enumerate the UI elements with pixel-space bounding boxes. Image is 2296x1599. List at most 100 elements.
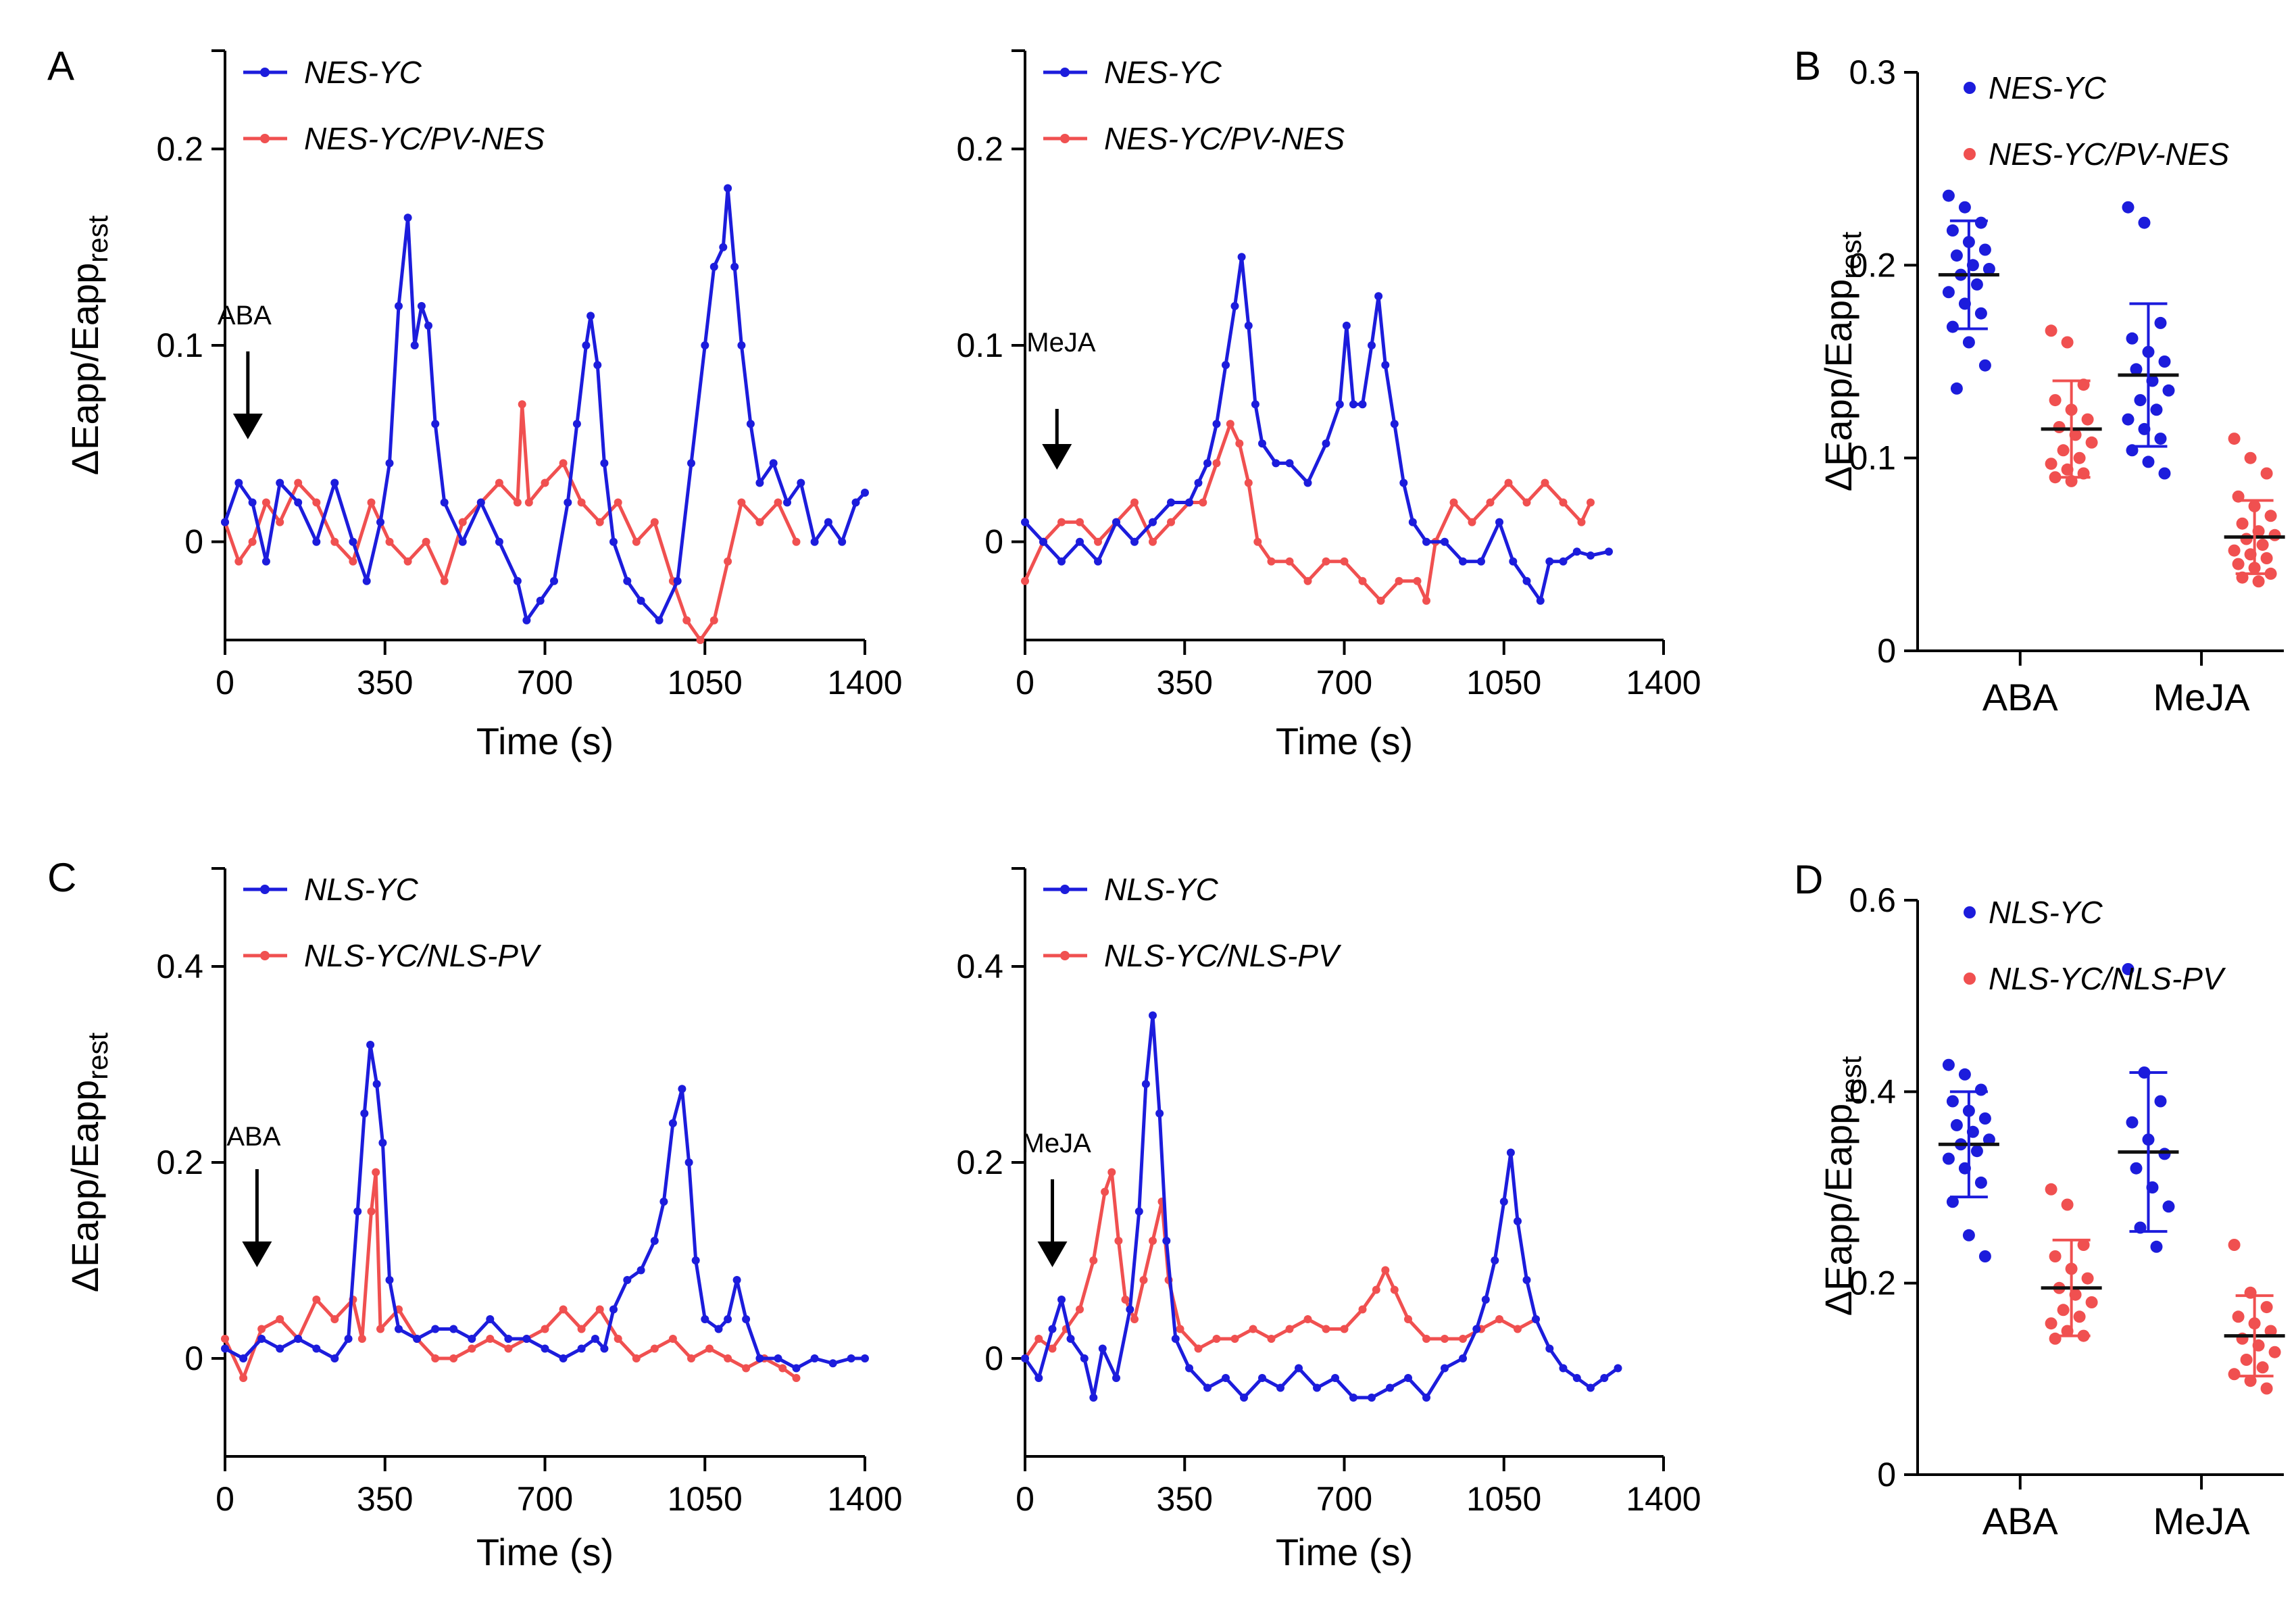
data-point bbox=[2260, 1382, 2273, 1395]
data-point bbox=[524, 498, 533, 507]
data-point bbox=[1372, 1285, 1380, 1294]
data-point bbox=[1386, 1383, 1394, 1392]
data-point bbox=[774, 498, 782, 507]
data-point bbox=[330, 1315, 339, 1323]
legend-label: NLS-YC/NLS-PV bbox=[1104, 938, 1342, 973]
data-point bbox=[312, 537, 321, 546]
data-point bbox=[1212, 420, 1221, 428]
data-point bbox=[1285, 557, 1294, 566]
data-point bbox=[248, 498, 257, 507]
data-point bbox=[366, 1041, 375, 1049]
data-point bbox=[1559, 498, 1568, 507]
chart-C2: 0 0.2 0.4 0 350 700 1050 1400 Time (s) MeJA NLS-YC… bbox=[956, 867, 1701, 1573]
data-point bbox=[541, 478, 549, 487]
chart-C1: C ΔEapp/Eapprest 0 0.2 0.4 0 350 700 1050 1400 Tim… bbox=[47, 855, 903, 1573]
data-point bbox=[668, 1119, 677, 1127]
data-point bbox=[2045, 324, 2057, 337]
data-point bbox=[1021, 1354, 1029, 1362]
data-point bbox=[1258, 439, 1266, 448]
data-point bbox=[1962, 336, 1975, 349]
data-point bbox=[1376, 596, 1385, 605]
data-point bbox=[810, 537, 819, 546]
data-point bbox=[2130, 363, 2143, 376]
data-point bbox=[2134, 394, 2147, 407]
data-point bbox=[2260, 1301, 2273, 1314]
data-point bbox=[1212, 459, 1221, 468]
data-point bbox=[2158, 355, 2171, 368]
data-point bbox=[861, 489, 869, 497]
data-point bbox=[2244, 1375, 2257, 1387]
data-point bbox=[261, 498, 270, 507]
data-point bbox=[1399, 478, 1408, 487]
x-axis-label: Time (s) bbox=[476, 720, 614, 762]
data-point bbox=[1541, 478, 1549, 487]
legend-label: NES-YC bbox=[1104, 55, 1222, 90]
data-point bbox=[564, 498, 572, 507]
data-point bbox=[1522, 1276, 1531, 1284]
data-point bbox=[1303, 576, 1312, 585]
data-point bbox=[1486, 498, 1495, 507]
data-point bbox=[637, 596, 645, 605]
data-point bbox=[2240, 1354, 2253, 1366]
data-point bbox=[476, 498, 485, 507]
data-point bbox=[769, 459, 778, 468]
x-category-label: ABA bbox=[1982, 1500, 2059, 1542]
data-point bbox=[367, 1207, 376, 1216]
data-point bbox=[1342, 321, 1351, 330]
data-point bbox=[330, 1354, 339, 1362]
data-point bbox=[2264, 1325, 2277, 1337]
data-point bbox=[330, 478, 339, 487]
data-point bbox=[1572, 1374, 1581, 1382]
data-point bbox=[2260, 552, 2273, 564]
data-point bbox=[1222, 361, 1230, 370]
data-point bbox=[234, 478, 243, 487]
data-point bbox=[1395, 576, 1403, 585]
y-tick-label: 0 bbox=[1877, 1456, 1896, 1494]
data-point bbox=[691, 1256, 700, 1264]
y-axis-label-main: ΔEapp/Eapp bbox=[1817, 279, 1860, 492]
data-point bbox=[1587, 498, 1595, 507]
annotation-label: ABA bbox=[226, 1122, 280, 1152]
data-point bbox=[1958, 1068, 1971, 1081]
data-point bbox=[449, 1325, 458, 1333]
data-point bbox=[1048, 1344, 1057, 1353]
panel-label: B bbox=[1794, 43, 1821, 89]
data-point bbox=[1408, 518, 1417, 526]
data-point bbox=[1481, 1296, 1490, 1304]
data-point bbox=[559, 1305, 568, 1314]
data-point bbox=[1472, 1325, 1481, 1333]
data-point bbox=[682, 616, 691, 624]
data-point bbox=[701, 1315, 709, 1323]
data-point bbox=[1034, 1335, 1043, 1343]
annotation-arrow-head bbox=[242, 1241, 272, 1267]
data-point bbox=[349, 557, 357, 566]
data-point bbox=[2228, 1368, 2241, 1381]
data-point bbox=[294, 478, 303, 487]
data-point bbox=[1121, 1296, 1130, 1304]
data-point bbox=[513, 576, 522, 585]
data-point bbox=[1942, 1152, 1955, 1165]
data-point bbox=[1978, 1250, 1991, 1262]
data-point bbox=[2077, 1239, 2090, 1251]
y-axis-label: ΔEapp/Eapprest bbox=[1817, 1056, 1867, 1316]
data-point bbox=[410, 341, 419, 349]
legend-marker bbox=[1964, 148, 1976, 160]
data-point bbox=[587, 312, 595, 320]
data-point bbox=[851, 498, 860, 507]
data-point bbox=[1237, 253, 1246, 262]
data-point bbox=[847, 1354, 855, 1362]
data-point bbox=[668, 1335, 677, 1343]
legend-marker bbox=[1060, 134, 1070, 143]
legend-marker bbox=[260, 885, 270, 894]
data-point bbox=[1094, 537, 1102, 546]
x-tick-label: 700 bbox=[1316, 1480, 1372, 1518]
series-line bbox=[1023, 1014, 1619, 1400]
x-tick-label: 1400 bbox=[1626, 664, 1701, 702]
data-point bbox=[709, 616, 718, 624]
data-point bbox=[1572, 547, 1581, 556]
data-point bbox=[2228, 1239, 2241, 1251]
legend-marker bbox=[1060, 885, 1070, 894]
data-point bbox=[261, 557, 270, 566]
data-point bbox=[1946, 1196, 1959, 1208]
data-point bbox=[623, 576, 632, 585]
